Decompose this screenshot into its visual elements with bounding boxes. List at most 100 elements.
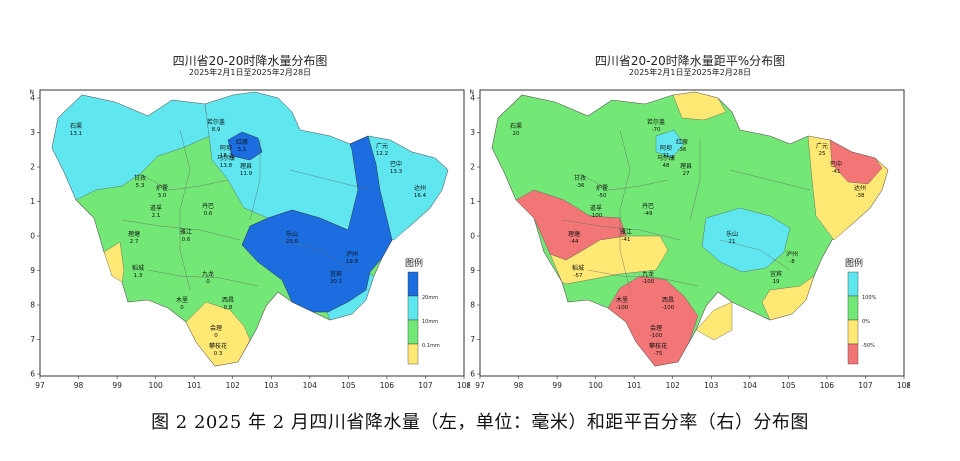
legend-swatch-01mm	[407, 319, 419, 345]
map-date-range: 2025年2月1日至2025年2月28日	[628, 68, 752, 77]
map-frame	[479, 89, 905, 377]
station-name: 攀枝花	[649, 342, 667, 350]
legend-label-10mm: 10mm	[422, 319, 438, 325]
y-tick-label: 26	[470, 370, 475, 379]
figure-caption: 图 2 2025 年 2 月四川省降水量（左，单位：毫米）和距平百分率（右）分布…	[151, 412, 809, 433]
map-title: 四川省20-20时降水量距平%分布图	[594, 54, 786, 68]
station-name: 理塘	[128, 230, 140, 238]
x-tick-label: 97	[35, 381, 45, 390]
anomaly-map: 97 98 99 100 101 102 103 104 105 106 107 108 34 33 32 3…	[470, 89, 910, 390]
station-value: 25	[819, 151, 826, 157]
station-value: 13.1	[70, 131, 82, 137]
station-value: -100	[642, 279, 655, 285]
zone-anomaly-low-south	[695, 301, 733, 341]
station-name: 会理	[650, 324, 662, 332]
x-tick-label: 105	[781, 381, 796, 390]
station-value: 5.3	[136, 183, 145, 189]
station-name: 木里	[616, 296, 628, 304]
station-value: -41	[622, 237, 631, 243]
station-name: 乐山	[286, 230, 298, 238]
axis-ticks: 97 98 99 100 101 102 103 104 105 106 107 108 34 33 32 3…	[470, 89, 910, 390]
station-name: 马尔康	[217, 154, 235, 162]
x-tick-label: 98	[74, 381, 84, 390]
x-tick-label: 102	[666, 381, 681, 390]
station-name: 九龙	[202, 270, 214, 278]
station-value: 0.3	[214, 351, 223, 357]
station-value: -100	[650, 333, 663, 339]
axis-ticks: 97 98 99 100 101 102 103 104 105 106 107 108 34 33 32 3…	[30, 89, 470, 390]
x-tick-label: 102	[226, 381, 241, 390]
station-name: 达州	[414, 184, 426, 192]
station-name: 甘孜	[134, 174, 146, 182]
east-label: E	[467, 383, 470, 390]
legend-title: 图例	[405, 257, 423, 269]
station-name: 炉霍	[596, 184, 608, 192]
station-name: 阿坝	[660, 144, 672, 152]
x-tick-label: 103	[704, 381, 719, 390]
x-tick-label: 105	[341, 381, 356, 390]
station-name: 稻城	[572, 264, 584, 272]
station-name: 炉霍	[156, 184, 168, 192]
y-tick-label: 32	[30, 163, 35, 172]
station-name: 雅江	[180, 228, 192, 236]
y-tick-label: 30	[470, 232, 475, 241]
station-value: 13.3	[390, 169, 403, 175]
map-frame	[39, 89, 465, 377]
y-tick-label: 30	[30, 232, 35, 241]
x-tick-label: 98	[514, 381, 524, 390]
east-label: E	[907, 383, 910, 390]
station-value: 13.8	[220, 163, 233, 169]
station-name: 巴中	[830, 160, 842, 168]
precipitation-map-panel: 四川省20-20时降水量分布图 2025年2月1日至2025年2月28日	[30, 40, 470, 400]
x-tick-label: 106	[820, 381, 835, 390]
station-name: 西昌	[662, 297, 674, 304]
station-value: 5.1	[238, 147, 247, 153]
station-value: 2.7	[130, 239, 139, 245]
x-tick-label: 97	[475, 381, 485, 390]
anomaly-map-panel: 四川省20-20时降水量距平%分布图 2025年2月1日至2025年2月28日	[470, 40, 910, 400]
x-tick-label: 104	[303, 381, 318, 390]
legend-swatch-neg	[847, 343, 859, 365]
map-title: 四川省20-20时降水量分布图	[172, 54, 328, 68]
station-value: 0.6	[182, 237, 191, 243]
zone-anomaly-low-west	[549, 235, 669, 285]
station-name: 雅江	[620, 228, 632, 236]
station-value: -36	[576, 183, 585, 189]
station-value: 0	[214, 333, 218, 339]
county-boundaries	[121, 129, 371, 291]
station-name: 石渠	[70, 122, 82, 130]
station-value: 20	[513, 131, 520, 137]
station-name: 泸州	[786, 250, 798, 258]
precipitation-map: 97 98 99 100 101 102 103 104 105 106 107 108 34 33 32 3…	[30, 89, 470, 390]
map-date-range: 2025年2月1日至2025年2月28日	[188, 68, 312, 77]
legend-label-neg50pct: -50%	[862, 343, 875, 349]
north-label: N	[470, 89, 474, 96]
map-legend: 图例 20mm 10mm 0.1mm	[405, 257, 440, 365]
station-name: 乐山	[726, 230, 738, 238]
x-tick-label: 108	[457, 381, 470, 390]
station-name: 广元	[816, 142, 828, 150]
station-value: -100	[616, 305, 629, 311]
station-name: 红原	[236, 138, 248, 146]
legend-swatch-neg50pct	[847, 319, 859, 345]
y-tick-label: 31	[470, 197, 475, 206]
station-value: 48	[663, 163, 670, 169]
station-name: 红原	[676, 138, 688, 146]
station-name: 丹巴	[642, 203, 654, 210]
legend-title: 图例	[845, 257, 863, 269]
station-value: -38	[856, 193, 865, 199]
station-value: 12.2	[376, 151, 388, 157]
x-tick-label: 99	[112, 381, 122, 390]
station-name: 会理	[210, 324, 222, 332]
station-name: 丹巴	[202, 203, 214, 210]
north-label: N	[30, 89, 34, 96]
station-value: 11.9	[240, 171, 253, 177]
station-value: 0	[206, 279, 210, 285]
station-name: 若尔盖	[647, 118, 665, 126]
station-name: 宜宾	[330, 270, 342, 278]
station-value: 27	[683, 171, 690, 177]
station-name: 甘孜	[574, 174, 586, 182]
x-tick-label: 100	[148, 381, 163, 390]
station-value: 21	[729, 239, 736, 245]
